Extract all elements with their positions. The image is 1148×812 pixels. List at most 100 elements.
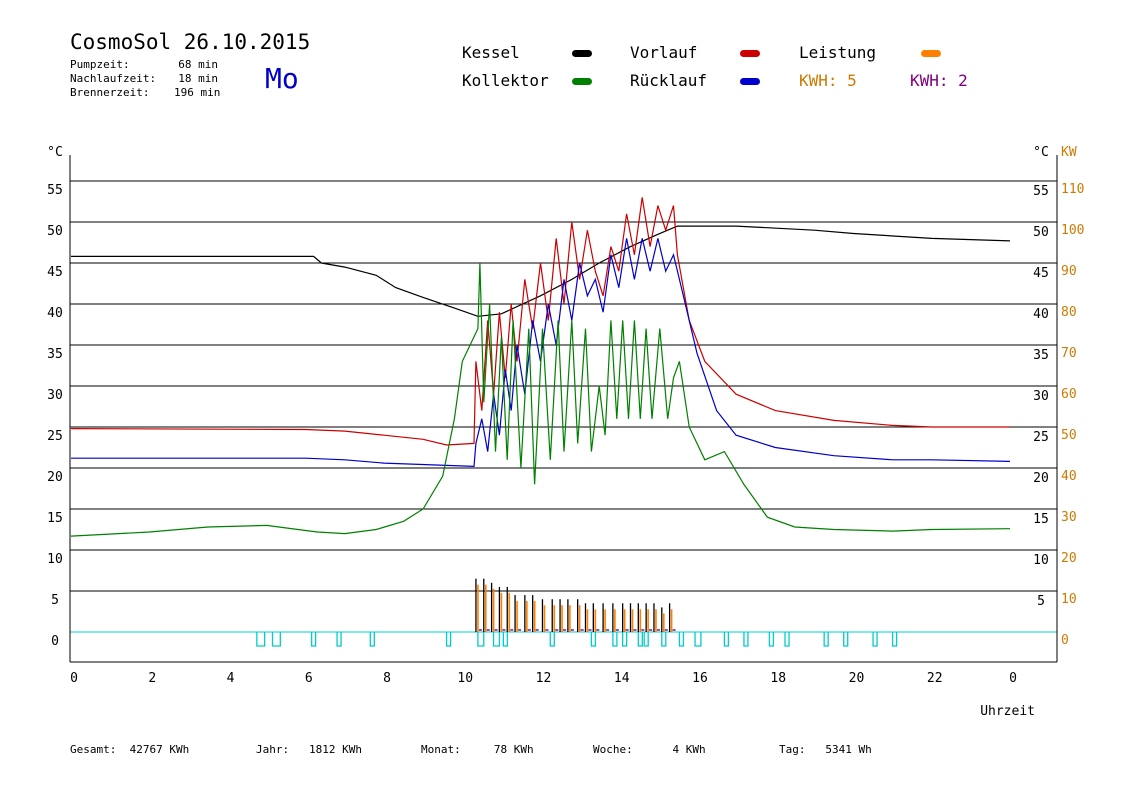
legend-leistung-label: Leistung <box>799 43 877 62</box>
footer-value: 5341 Wh <box>825 743 872 756</box>
info-value: 18 min <box>178 72 218 85</box>
pump-pulse <box>891 632 898 647</box>
x-tick-label: 4 <box>227 671 235 686</box>
pump-pulse <box>549 632 555 647</box>
footer-monat: Monat: 78 KWh <box>421 743 534 756</box>
pump-pulse <box>622 632 628 647</box>
info-value: 68 min <box>178 58 218 71</box>
legend-vorlauf-swatch <box>740 50 760 57</box>
leistung-bars <box>475 578 676 632</box>
pump-pulse <box>369 632 375 647</box>
pump-pulse <box>445 632 452 647</box>
grid-layer <box>70 180 1057 633</box>
pump-pulse <box>823 632 829 647</box>
y-right2-tick-label: 40 <box>1061 469 1077 484</box>
footer-value: 4 KWh <box>672 743 706 756</box>
y-right2-tick-label: 80 <box>1061 305 1077 320</box>
pump-pulse <box>612 632 618 647</box>
y-left-tick-label: 5 <box>51 593 59 608</box>
y-left-tick-label: 10 <box>47 552 63 567</box>
footer-label: Woche: <box>593 743 633 756</box>
y-right2-tick-label: 20 <box>1061 551 1077 566</box>
pump-pulse <box>256 632 266 647</box>
pump-pulse <box>271 632 281 647</box>
y-right-tick-label: 25 <box>1033 430 1049 445</box>
legend-leistung-swatch <box>921 50 941 57</box>
x-tick-label: 8 <box>383 671 391 686</box>
pump-pulse <box>310 632 317 647</box>
footer-value: 78 KWh <box>493 743 534 756</box>
footer-woche: Woche: 4 KWh <box>593 743 706 756</box>
x-tick-label: 14 <box>614 671 630 686</box>
y-right2-tick-label: 90 <box>1061 264 1077 279</box>
footer-value: 42767 KWh <box>129 743 190 756</box>
footer-label: Monat: <box>421 743 461 756</box>
footer-gesamt: Gesamt: 42767 KWh <box>70 743 189 756</box>
y-left-tick-label: 55 <box>47 183 63 198</box>
info-label: Nachlaufzeit: <box>70 72 157 85</box>
y-right-tick-label: 10 <box>1033 553 1049 568</box>
pump-pulse <box>477 632 485 647</box>
y-left-tick-label: 45 <box>47 265 63 280</box>
x-tick-label: 18 <box>770 671 786 686</box>
footer-tag: Tag: 5341 Wh <box>779 743 872 756</box>
y-right2-tick-label: 0 <box>1061 633 1069 648</box>
series-line-kessel <box>71 225 1011 317</box>
pump-pulse <box>872 632 878 647</box>
footer-label: Gesamt: <box>70 743 117 756</box>
series-line-vorlauf <box>70 197 1010 446</box>
pump-pulse <box>723 632 730 647</box>
info-value: 196 min <box>174 86 221 99</box>
tick-layer: 0510152025303540455055°C5101520253035404… <box>47 145 1084 719</box>
kwh-purple-label: KWH: 2 <box>910 71 968 90</box>
page-title: CosmoSol 26.10.2015 <box>70 30 311 54</box>
info-nachlaufzeit: Nachlaufzeit: 18 min <box>70 72 218 85</box>
x-tick-label: 20 <box>849 671 865 686</box>
footer-jahr: Jahr: 1812 KWh <box>256 743 362 756</box>
pump-pulse <box>637 632 643 647</box>
y-right2-tick-label: 100 <box>1061 223 1084 238</box>
footer-label: Jahr: <box>256 743 290 756</box>
y-right2-tick-label: 10 <box>1061 592 1077 607</box>
y-right-tick-label: 35 <box>1033 348 1049 363</box>
pump-pulse <box>502 632 508 647</box>
pump-pulse <box>492 632 501 647</box>
footer-label: Tag: <box>779 743 806 756</box>
x-tick-label: 10 <box>457 671 473 686</box>
info-label: Pumpzeit: <box>70 58 130 71</box>
y-right2-tick-label: 110 <box>1061 182 1084 197</box>
x-tick-label: 6 <box>305 671 313 686</box>
y-left-tick-label: 25 <box>47 429 63 444</box>
y-left-tick-label: 15 <box>47 511 63 526</box>
x-tick-label: 12 <box>536 671 552 686</box>
y-right-tick-label: 15 <box>1033 512 1049 527</box>
footer-value: 1812 KWh <box>309 743 362 756</box>
y-right-tick-label: 45 <box>1033 266 1049 281</box>
legend-vorlauf-label: Vorlauf <box>630 43 698 62</box>
y-right-tick-label: 55 <box>1033 184 1049 199</box>
x-tick-label: 16 <box>692 671 708 686</box>
legend-kollektor-label: Kollektor <box>462 71 549 90</box>
y-right-tick-label: 20 <box>1033 471 1049 486</box>
y-left-tick-label: 50 <box>47 224 63 239</box>
y-right2-tick-label: 60 <box>1061 387 1077 402</box>
x-tick-label: 0 <box>1009 671 1017 686</box>
pump-pulse <box>743 632 749 647</box>
y-right-tick-label: 30 <box>1033 389 1049 404</box>
y-right-tick-label: 50 <box>1033 225 1049 240</box>
series-layer <box>70 197 1011 537</box>
pump-pulse <box>661 632 667 647</box>
series-line-kollektor <box>70 262 1011 537</box>
series-line-ruecklauf <box>71 238 1011 468</box>
x-tick-label: 22 <box>927 671 943 686</box>
pump-pulse <box>590 632 597 647</box>
y-left-tick-label: 30 <box>47 388 63 403</box>
x-axis-label: Uhrzeit <box>980 704 1035 719</box>
pump-pulse <box>336 632 342 647</box>
y-right-tick-label: 40 <box>1033 307 1049 322</box>
y-left-tick-label: 40 <box>47 306 63 321</box>
legend-kessel-swatch <box>572 50 592 57</box>
pump-pulse <box>643 632 649 647</box>
legend-kollektor-swatch <box>572 78 592 85</box>
